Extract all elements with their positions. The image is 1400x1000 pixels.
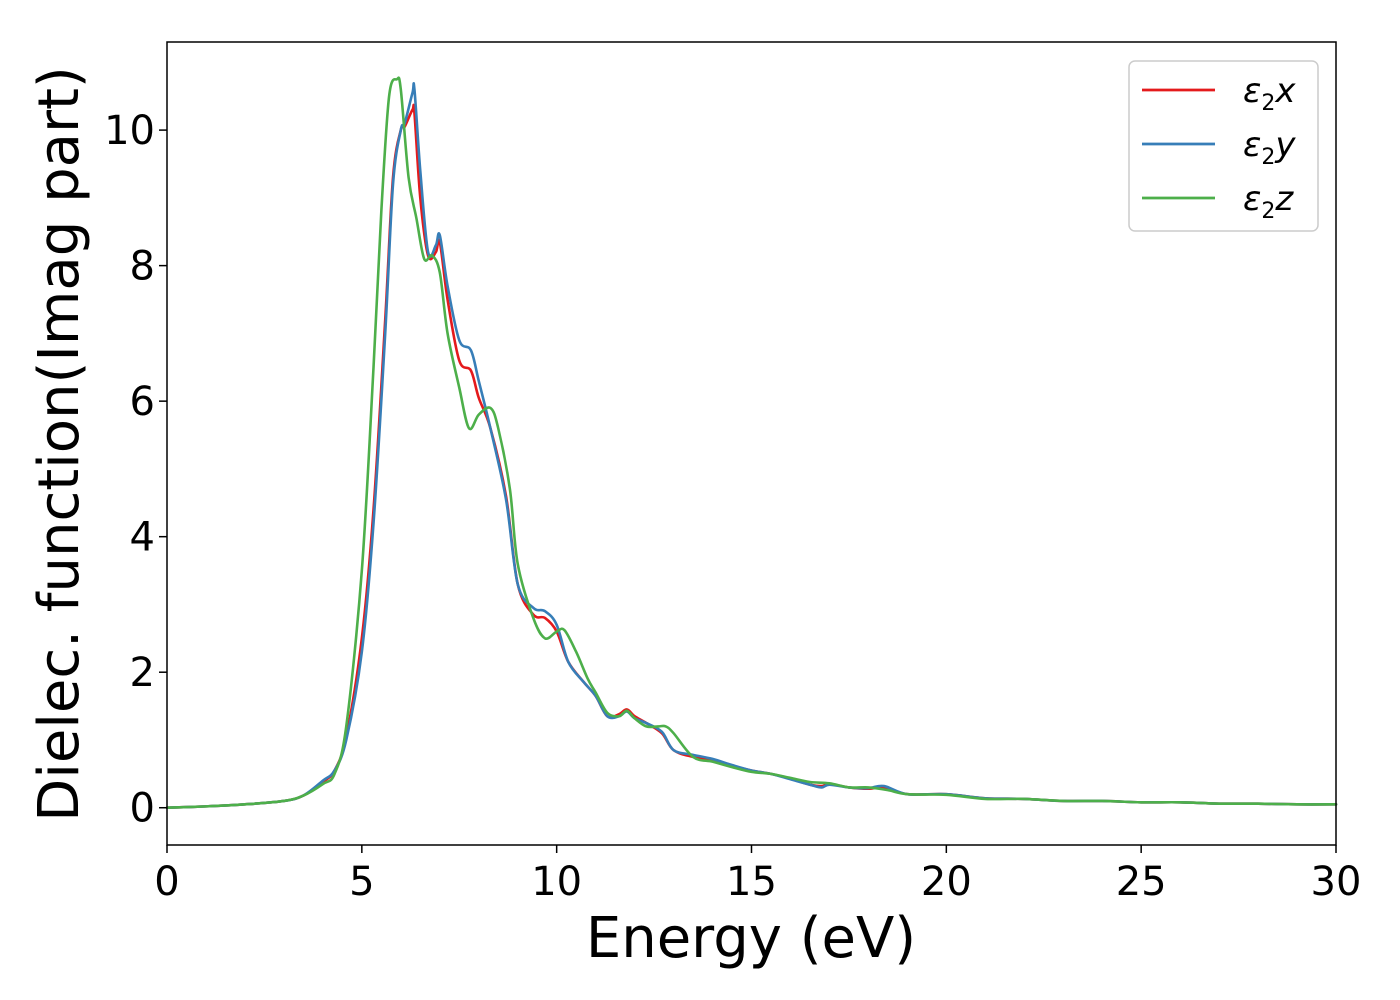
y-axis-title: Dielec. function(Imag part) <box>27 66 92 822</box>
x-tick-label: 15 <box>726 859 777 905</box>
x-axis: 0 5 10 15 20 25 30 <box>154 845 1361 905</box>
x-tick-label: 20 <box>921 859 972 905</box>
x-tick-label: 30 <box>1311 859 1362 905</box>
y-tick-label: 4 <box>130 515 155 561</box>
series-layer <box>165 76 1338 810</box>
series-line-z <box>165 76 1338 810</box>
x-tick-label: 25 <box>1116 859 1167 905</box>
y-tick-label: 10 <box>104 108 155 154</box>
y-tick-label: 0 <box>130 786 155 832</box>
legend-box <box>1128 60 1319 232</box>
y-tick-label: 2 <box>130 650 155 696</box>
x-axis-title: Energy (eV) <box>586 906 916 971</box>
y-tick-label: 6 <box>130 379 155 425</box>
x-tick-label: 5 <box>349 859 374 905</box>
x-tick-label: 0 <box>154 859 179 905</box>
legend-label-y: ε2y <box>1243 125 1296 170</box>
y-axis: 0 2 4 6 8 10 <box>104 108 167 832</box>
y-tick-label: 8 <box>130 244 155 290</box>
x-tick-label: 10 <box>531 859 582 905</box>
legend: ε2x ε2y ε2z <box>1128 60 1319 232</box>
legend-label-x: ε2x <box>1243 71 1296 116</box>
legend-label-z: ε2z <box>1243 179 1294 224</box>
